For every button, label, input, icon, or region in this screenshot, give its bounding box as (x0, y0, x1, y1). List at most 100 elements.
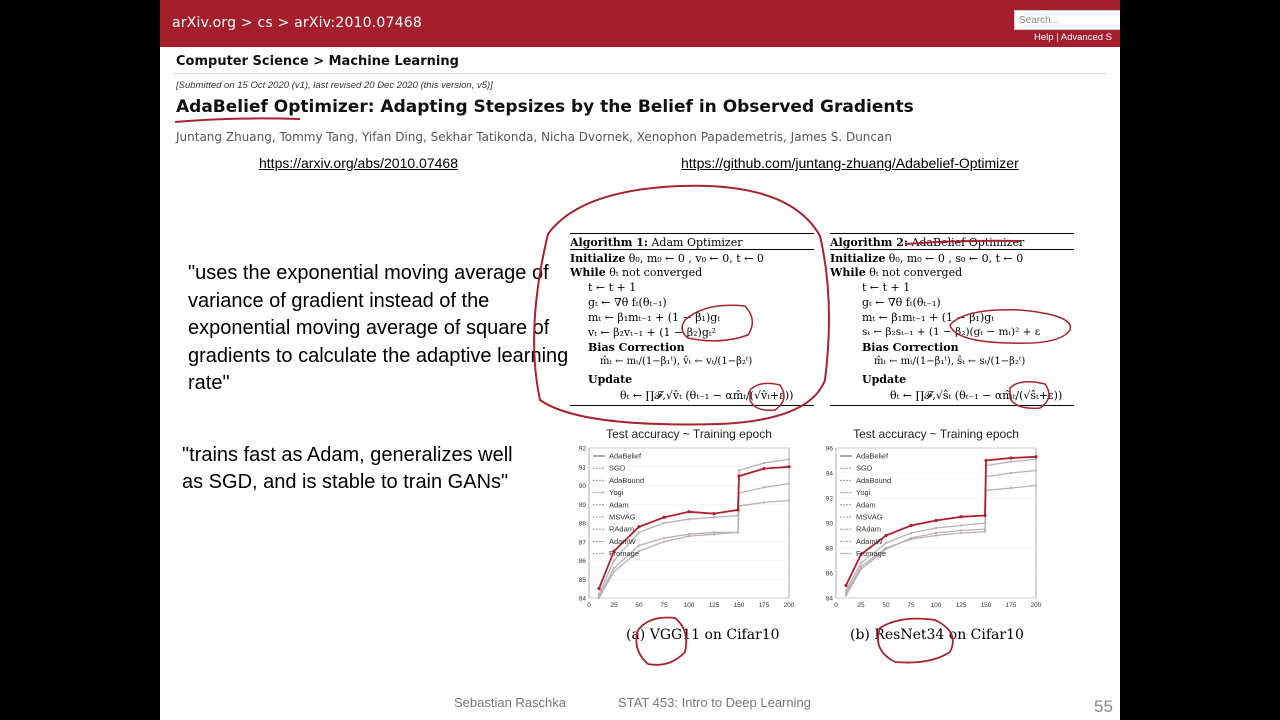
data-point-sgd (662, 521, 666, 525)
x-tick-label: 25 (857, 602, 865, 609)
data-point-adam (859, 565, 863, 568)
data-point-adabound (736, 531, 740, 534)
x-tick-label: 200 (784, 602, 795, 609)
update-step: θₜ ← ∏𝓕,√v̂ₜ (θₜ₋₁ − αm̂ₜ/(√v̂ₜ+ε)) (620, 389, 794, 402)
y-tick-label: 92 (826, 496, 834, 503)
data-point-adam (934, 534, 938, 537)
algorithm-header: Algorithm 1: Adam Optimizer (570, 233, 814, 250)
x-tick-label: 175 (1006, 602, 1017, 609)
x-tick-label: 75 (907, 602, 915, 609)
x-tick-label: 200 (1031, 602, 1042, 609)
legend-label: RAdam (856, 525, 881, 534)
algorithm-body: Initialize θ₀, m₀ ← 0 , s₀ ← 0, t ← 0 Wh… (830, 250, 1074, 406)
data-point-adabound (983, 528, 987, 531)
step-variance: vₜ ← β₂vₜ₋₁ + (1 − β₂)gₜ² (588, 326, 716, 339)
quote-text: "uses the exponential moving average of … (188, 262, 569, 394)
arxiv-header: arXiv.org > cs > arXiv:2010.07468 Search… (160, 0, 1120, 47)
subject-heading: Computer Science > Machine Learning (176, 54, 459, 69)
data-point-adam (612, 566, 616, 570)
algorithm-number: Algorithm 1: (570, 236, 648, 249)
y-tick-label: 85 (579, 577, 587, 584)
x-tick-label: 150 (734, 602, 745, 609)
step-momentum: mₜ ← β₁mₜ₋₁ + (1 − β₁)gₜ (588, 311, 721, 324)
data-point-adam (712, 531, 716, 534)
data-point-adabound (884, 548, 888, 551)
data-point-sgd (687, 518, 691, 521)
x-tick-label: 175 (759, 602, 770, 609)
author-list[interactable]: Juntang Zhuang, Tommy Tang, Yifan Ding, … (176, 130, 892, 144)
data-point-adam (687, 533, 691, 536)
x-tick-label: 100 (931, 602, 942, 609)
algorithm-body: Initialize θ₀, m₀ ← 0 , v₀ ← 0, t ← 0 Wh… (570, 250, 814, 406)
data-point-adabelief (984, 458, 988, 463)
data-point-adabelief (736, 508, 740, 512)
y-tick-label: 86 (579, 558, 587, 565)
data-point-adabound (844, 594, 848, 597)
data-point-adabound (662, 540, 666, 543)
x-tick-label: 125 (956, 602, 967, 609)
data-point-sgd (612, 559, 616, 562)
chart-vgg11: Test accuracy ~ Training epoch 84 85 86 87 88… (565, 426, 797, 616)
x-tick-label: 0 (834, 602, 838, 609)
data-point-adabound (612, 570, 616, 573)
while-line: While θₜ not converged (570, 266, 703, 279)
series-line-adam (845, 484, 1037, 594)
data-point-adam (762, 501, 766, 504)
init-line: Initialize θ₀, m₀ ← 0 , s₀ ← 0, t ← 0 (830, 252, 1024, 265)
data-point-adabound (687, 534, 691, 538)
data-point-adabound (712, 533, 716, 536)
update-heading: Update (588, 373, 633, 386)
y-tick-label: 84 (826, 596, 834, 603)
bias-heading: Bias Correction (588, 341, 685, 354)
footer-course: STAT 453: Intro to Deep Learning (618, 695, 811, 710)
x-tick-label: 0 (587, 602, 591, 609)
series-line-adam (598, 499, 790, 597)
y-tick-label: 90 (826, 521, 834, 528)
x-tick-label: 25 (610, 602, 618, 609)
data-point-adabelief (737, 474, 741, 478)
legend-label: Yogi (609, 488, 624, 497)
legend-label: Adam (609, 500, 629, 509)
data-point-sgd (859, 561, 863, 565)
data-point-sgd (884, 541, 888, 545)
legend-label: AdaBound (856, 476, 891, 485)
algorithm-header: Algorithm 2: AdaBelief Optimizer (830, 233, 1074, 250)
step-gradient: gₜ ← ∇θ fₜ(θₜ₋₁) (588, 296, 667, 309)
data-point-adabelief (787, 465, 791, 469)
breadcrumb[interactable]: arXiv.org > cs > arXiv:2010.07468 (172, 15, 422, 31)
data-point-adabound (637, 549, 641, 553)
chart-title: Test accuracy ~ Training epoch (853, 427, 1019, 441)
data-point-adabound (859, 568, 863, 571)
init-line: Initialize θ₀, m₀ ← 0 , v₀ ← 0, t ← 0 (570, 252, 764, 265)
chart-vgg11-svg: Test accuracy ~ Training epoch 84 85 86 87 88… (579, 427, 795, 609)
update-step: θₜ ← ∏𝓕,√ŝₜ (θₜ₋₁ − αm̂ₜ/(√ŝₜ+ε)) (890, 389, 1063, 402)
legend-label: Adam (856, 500, 876, 509)
data-point-adam (637, 544, 641, 547)
y-tick-label: 96 (826, 446, 834, 453)
step-t: t ← t + 1 (588, 281, 637, 294)
page-number: 55 (1094, 697, 1113, 716)
arxiv-link[interactable]: https://arxiv.org/abs/2010.07468 (259, 155, 458, 171)
data-point-sgd (787, 458, 791, 461)
data-point-adabelief (687, 510, 691, 514)
data-point-sgd (762, 461, 766, 465)
data-point-sgd (959, 524, 963, 527)
data-point-adam (959, 531, 963, 535)
help-links[interactable]: Help | Advanced S (1034, 32, 1112, 43)
data-point-adabelief (662, 515, 666, 519)
algorithm-name: AdaBelief Optimizer (907, 236, 1025, 249)
legend-label: Yogi (856, 488, 871, 497)
legend-label: Fromage (609, 549, 639, 558)
y-tick-label: 86 (826, 571, 834, 578)
search-input[interactable]: Search... (1014, 10, 1120, 30)
data-point-adabelief (762, 467, 766, 471)
legend-label: AdamW (609, 537, 637, 546)
paper-title: AdaBelief Optimizer: Adapting Stepsizes … (176, 97, 914, 117)
series-line-adabelief (598, 465, 790, 589)
legend-label: SGD (856, 464, 873, 473)
github-link[interactable]: https://github.com/juntang-zhuang/Adabel… (681, 155, 1019, 171)
algorithm-adabelief: Algorithm 2: AdaBelief Optimizer Initial… (830, 233, 1074, 406)
legend-label: MSVAG (609, 513, 636, 522)
quote-text-secondary: "trains fast as Adam, generalizes well a… (182, 444, 513, 493)
x-tick-label: 50 (882, 602, 890, 609)
